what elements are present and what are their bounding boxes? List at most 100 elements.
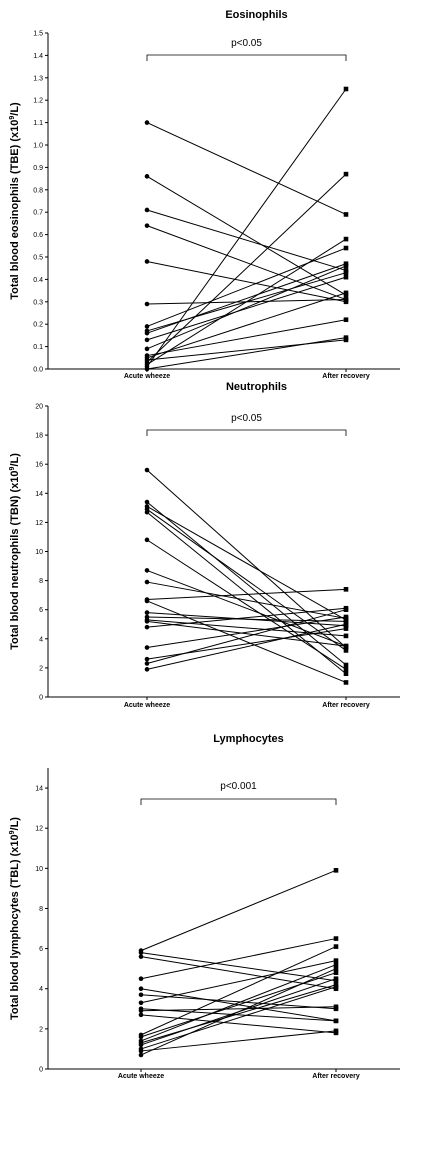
- acute-point: [138, 986, 144, 992]
- recovery-point: [343, 614, 349, 620]
- recovery-point: [333, 936, 339, 941]
- panel-title: Neutrophils: [226, 381, 287, 393]
- acute-point: [144, 207, 150, 213]
- recovery-point: [333, 970, 339, 975]
- y-tick-label: 12: [35, 826, 43, 833]
- paired-line: [146, 511, 347, 675]
- y-tick-label: 0.2: [33, 322, 43, 329]
- y-tick-label: 1.0: [33, 143, 43, 150]
- y-tick-label: 8: [39, 578, 43, 585]
- acute-point: [144, 610, 150, 615]
- y-tick-label: 8: [39, 906, 43, 913]
- acute-point: [144, 346, 150, 352]
- acute-point: [144, 259, 150, 264]
- paired-line: [146, 260, 347, 303]
- acute-point: [144, 624, 150, 630]
- panel-eosinophils: Eosinophils Total blood eosinophils (TBE)…: [9, 9, 400, 380]
- recovery-point: [343, 671, 349, 677]
- acute-point: [144, 174, 150, 179]
- paired-line: [140, 1008, 337, 1022]
- paired-line: [146, 616, 347, 649]
- acute-point: [138, 1048, 144, 1054]
- paired-line: [146, 337, 347, 370]
- paired-line: [146, 209, 347, 271]
- acute-point: [138, 1008, 144, 1014]
- paired-line: [140, 869, 337, 952]
- paired-line: [146, 173, 347, 363]
- acute-point: [138, 950, 144, 955]
- paired-line: [140, 1014, 337, 1034]
- recovery-point: [333, 944, 339, 949]
- y-tick-label: 1.2: [33, 98, 43, 105]
- y-tick-label: 0.7: [33, 210, 43, 217]
- acute-point: [138, 992, 144, 998]
- recovery-point: [333, 1004, 339, 1010]
- acute-point: [144, 661, 150, 666]
- x-category-label: After recovery: [322, 373, 370, 380]
- y-tick-label: 0.3: [33, 299, 43, 306]
- paired-line: [140, 994, 337, 1010]
- y-axis-label-sup: 9: [9, 830, 16, 834]
- recovery-point: [333, 1018, 339, 1024]
- recovery-point: [343, 621, 349, 627]
- acute-point: [138, 1012, 144, 1018]
- significance-label: p<0.001: [220, 781, 257, 792]
- x-category-label: After recovery: [312, 1073, 360, 1080]
- recovery-point: [343, 633, 349, 639]
- x-category-label: Acute wheeze: [124, 373, 170, 380]
- paired-line: [146, 175, 347, 296]
- significance-label: p<0.05: [231, 413, 262, 424]
- paired-line: [146, 609, 347, 665]
- acute-point: [144, 645, 150, 650]
- paired-line: [146, 88, 347, 368]
- acute-point: [144, 324, 150, 329]
- recovery-point: [343, 86, 349, 92]
- paired-line: [140, 938, 337, 980]
- y-axis-label: Total blood neutrophils (TBN) (x109/L): [9, 453, 21, 650]
- paired-line: [146, 501, 347, 666]
- acute-point: [144, 223, 150, 228]
- y-tick-label: 14: [35, 786, 43, 793]
- y-tick-label: 10: [35, 549, 43, 556]
- acute-point: [144, 330, 150, 336]
- recovery-point: [343, 245, 349, 251]
- recovery-point: [343, 619, 349, 624]
- significance-label: p<0.05: [231, 38, 262, 49]
- recovery-point: [343, 236, 349, 242]
- x-category-label: Acute wheeze: [118, 1073, 164, 1080]
- paired-line: [146, 620, 347, 647]
- y-tick-label: 0.1: [33, 344, 43, 351]
- y-axis-label: Total blood lymphocytes (TBL) (x109/L): [9, 817, 21, 1020]
- paired-line: [146, 505, 347, 621]
- recovery-point: [343, 270, 349, 275]
- panel-neutrophils: Neutrophils Total blood neutrophils (TBN)…: [9, 381, 400, 709]
- y-axis-label-text-end: /L): [9, 817, 21, 831]
- paired-line: [140, 960, 337, 1004]
- y-tick-label: 0.4: [33, 277, 43, 284]
- paired-line: [140, 1030, 337, 1052]
- recovery-point: [343, 297, 349, 302]
- y-tick-label: 18: [35, 433, 43, 440]
- y-axis-label-text: Total blood eosinophils (TBE) (x10: [9, 120, 21, 300]
- acute-point: [144, 656, 150, 662]
- paired-line: [146, 265, 347, 350]
- recovery-point: [333, 966, 339, 971]
- recovery-point: [343, 317, 349, 323]
- recovery-point: [343, 643, 349, 649]
- y-tick-label: 4: [39, 636, 43, 643]
- paired-line: [146, 247, 347, 327]
- acute-point: [144, 667, 150, 672]
- paired-line: [146, 276, 347, 341]
- recovery-point: [333, 958, 339, 963]
- acute-point: [144, 467, 150, 473]
- recovery-point: [343, 212, 349, 217]
- y-tick-label: 2: [39, 665, 43, 672]
- panel-title: Eosinophils: [225, 9, 287, 21]
- recovery-point: [333, 984, 339, 990]
- x-category-label: After recovery: [322, 702, 370, 709]
- y-tick-label: 0.6: [33, 232, 43, 239]
- y-tick-label: 0.8: [33, 187, 43, 194]
- paired-line: [146, 469, 347, 648]
- recovery-point: [343, 274, 349, 280]
- panel-lymphocytes: Lymphocytes Total blood lymphocytes (TBL)…: [9, 733, 400, 1080]
